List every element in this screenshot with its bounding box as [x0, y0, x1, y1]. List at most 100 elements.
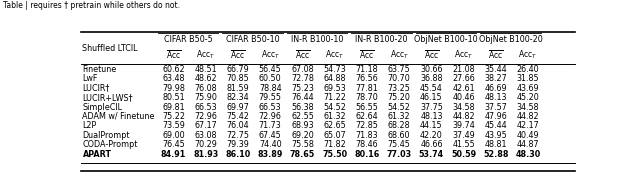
Text: 72.75: 72.75	[227, 131, 250, 140]
Text: 52.88: 52.88	[483, 150, 509, 159]
Text: 75.58: 75.58	[291, 140, 314, 149]
Text: 82.34: 82.34	[227, 93, 250, 102]
Text: 72.96: 72.96	[259, 112, 282, 121]
Text: LUCIR†: LUCIR†	[83, 84, 110, 93]
Text: 56.38: 56.38	[291, 103, 314, 112]
Text: 76.45: 76.45	[162, 140, 185, 149]
Text: $\overline{\mathrm{Acc}}$: $\overline{\mathrm{Acc}}$	[359, 49, 375, 61]
Text: LwF: LwF	[83, 74, 98, 83]
Text: CODA-Prompt: CODA-Prompt	[83, 140, 138, 149]
Text: 21.08: 21.08	[452, 65, 475, 74]
Text: 70.70: 70.70	[388, 74, 410, 83]
Text: 62.64: 62.64	[356, 112, 378, 121]
Text: 78.84: 78.84	[259, 84, 282, 93]
Text: 41.55: 41.55	[452, 140, 475, 149]
Text: 76.08: 76.08	[195, 84, 217, 93]
Text: 77.03: 77.03	[387, 150, 412, 159]
Text: 62.65: 62.65	[323, 121, 346, 130]
Text: 36.88: 36.88	[420, 74, 443, 83]
Text: 42.61: 42.61	[452, 84, 475, 93]
Text: 44.87: 44.87	[517, 140, 540, 149]
Text: 66.53: 66.53	[259, 103, 282, 112]
Text: Shuffled LTCIL: Shuffled LTCIL	[83, 44, 138, 53]
Text: 64.88: 64.88	[323, 74, 346, 83]
Text: 48.13: 48.13	[484, 93, 507, 102]
Text: 69.97: 69.97	[227, 103, 250, 112]
Text: 61.32: 61.32	[323, 112, 346, 121]
Text: 69.81: 69.81	[162, 103, 185, 112]
Text: 65.07: 65.07	[323, 131, 346, 140]
Text: 69.53: 69.53	[323, 84, 346, 93]
Text: 71.22: 71.22	[323, 93, 346, 102]
Text: 78.65: 78.65	[290, 150, 315, 159]
Text: 76.04: 76.04	[227, 121, 250, 130]
Text: 66.53: 66.53	[195, 103, 217, 112]
Text: 46.69: 46.69	[484, 84, 508, 93]
Text: 26.40: 26.40	[517, 65, 540, 74]
Text: 48.13: 48.13	[420, 112, 443, 121]
Text: ADAM w/ Finetune: ADAM w/ Finetune	[83, 112, 155, 121]
Text: 56.55: 56.55	[355, 103, 378, 112]
Text: ObjNet B100-10: ObjNet B100-10	[414, 35, 478, 44]
Text: 75.20: 75.20	[388, 93, 411, 102]
Text: 73.25: 73.25	[388, 84, 411, 93]
Text: 80.16: 80.16	[355, 150, 380, 159]
Text: 45.54: 45.54	[420, 84, 443, 93]
Text: 45.20: 45.20	[516, 93, 540, 102]
Text: 54.52: 54.52	[388, 103, 411, 112]
Text: 69.00: 69.00	[162, 131, 185, 140]
Text: $\overline{\mathrm{Acc}}$: $\overline{\mathrm{Acc}}$	[294, 49, 310, 61]
Text: 79.98: 79.98	[162, 84, 185, 93]
Text: $\mathrm{Acc}_T$: $\mathrm{Acc}_T$	[325, 49, 344, 61]
Text: 72.85: 72.85	[355, 121, 378, 130]
Text: 40.49: 40.49	[517, 131, 540, 140]
Text: 31.85: 31.85	[517, 74, 540, 83]
Text: IN-R B100-10: IN-R B100-10	[291, 35, 343, 44]
Text: 80.51: 80.51	[162, 93, 185, 102]
Text: 67.17: 67.17	[195, 121, 217, 130]
Text: 37.49: 37.49	[452, 131, 475, 140]
Text: 67.45: 67.45	[259, 131, 282, 140]
Text: 81.59: 81.59	[227, 84, 250, 93]
Text: 68.60: 68.60	[388, 131, 410, 140]
Text: 46.66: 46.66	[420, 140, 443, 149]
Text: $\mathrm{Acc}_T$: $\mathrm{Acc}_T$	[196, 49, 216, 61]
Text: 72.78: 72.78	[291, 74, 314, 83]
Text: 71.73: 71.73	[259, 121, 282, 130]
Text: $\mathrm{Acc}_T$: $\mathrm{Acc}_T$	[454, 49, 474, 61]
Text: 56.45: 56.45	[259, 65, 282, 74]
Text: 73.59: 73.59	[162, 121, 185, 130]
Text: 75.23: 75.23	[291, 84, 314, 93]
Text: 72.96: 72.96	[195, 112, 217, 121]
Text: 42.20: 42.20	[420, 131, 443, 140]
Text: DualPrompt: DualPrompt	[83, 131, 130, 140]
Text: 76.56: 76.56	[356, 74, 378, 83]
Text: 47.96: 47.96	[484, 112, 508, 121]
Text: 63.48: 63.48	[163, 74, 185, 83]
Text: 27.66: 27.66	[452, 74, 475, 83]
Text: 75.22: 75.22	[162, 112, 185, 121]
Text: 75.50: 75.50	[322, 150, 348, 159]
Text: 74.40: 74.40	[259, 140, 282, 149]
Text: 43.95: 43.95	[484, 131, 508, 140]
Text: 34.58: 34.58	[517, 103, 540, 112]
Text: 75.42: 75.42	[227, 112, 250, 121]
Text: 71.82: 71.82	[323, 140, 346, 149]
Text: 75.90: 75.90	[195, 93, 217, 102]
Text: 63.08: 63.08	[195, 131, 217, 140]
Text: $\overline{\mathrm{Acc}}$: $\overline{\mathrm{Acc}}$	[488, 49, 504, 61]
Text: 30.66: 30.66	[420, 65, 443, 74]
Text: 78.70: 78.70	[356, 93, 378, 102]
Text: 50.59: 50.59	[451, 150, 476, 159]
Text: LUCIR+LWS†: LUCIR+LWS†	[83, 93, 133, 102]
Text: 37.57: 37.57	[484, 103, 508, 112]
Text: 48.62: 48.62	[195, 74, 217, 83]
Text: 68.93: 68.93	[291, 121, 314, 130]
Text: 67.08: 67.08	[291, 65, 314, 74]
Text: 40.46: 40.46	[452, 93, 475, 102]
Text: 44.82: 44.82	[517, 112, 540, 121]
Text: 42.17: 42.17	[516, 121, 540, 130]
Text: L2P: L2P	[83, 121, 97, 130]
Text: 54.73: 54.73	[323, 65, 346, 74]
Text: CIFAR B50-10: CIFAR B50-10	[226, 35, 280, 44]
